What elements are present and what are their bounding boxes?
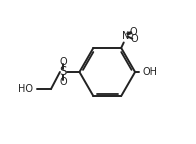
Text: OH: OH [143, 67, 158, 77]
Text: S: S [59, 66, 67, 78]
Text: N: N [122, 31, 129, 41]
Text: O: O [59, 77, 67, 87]
Text: O: O [131, 34, 138, 44]
Text: O: O [59, 57, 67, 67]
Text: O: O [130, 27, 137, 37]
Text: HO: HO [18, 84, 33, 94]
